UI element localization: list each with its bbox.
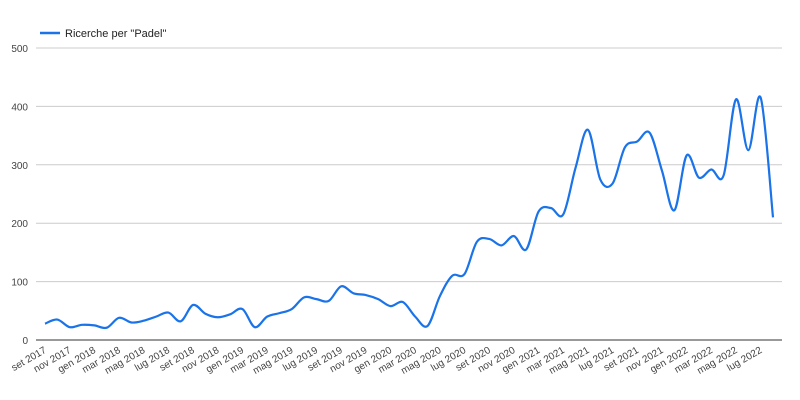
y-tick-label: 300 <box>11 161 28 172</box>
y-tick-label: 500 <box>11 44 28 55</box>
data-line <box>44 95 775 330</box>
y-tick-label: 100 <box>11 278 28 289</box>
legend-label: Ricerche per "Padel" <box>65 28 166 40</box>
y-tick-label: 400 <box>11 102 28 113</box>
y-tick-label: 0 <box>22 336 28 347</box>
y-tick-label: 200 <box>11 219 28 230</box>
